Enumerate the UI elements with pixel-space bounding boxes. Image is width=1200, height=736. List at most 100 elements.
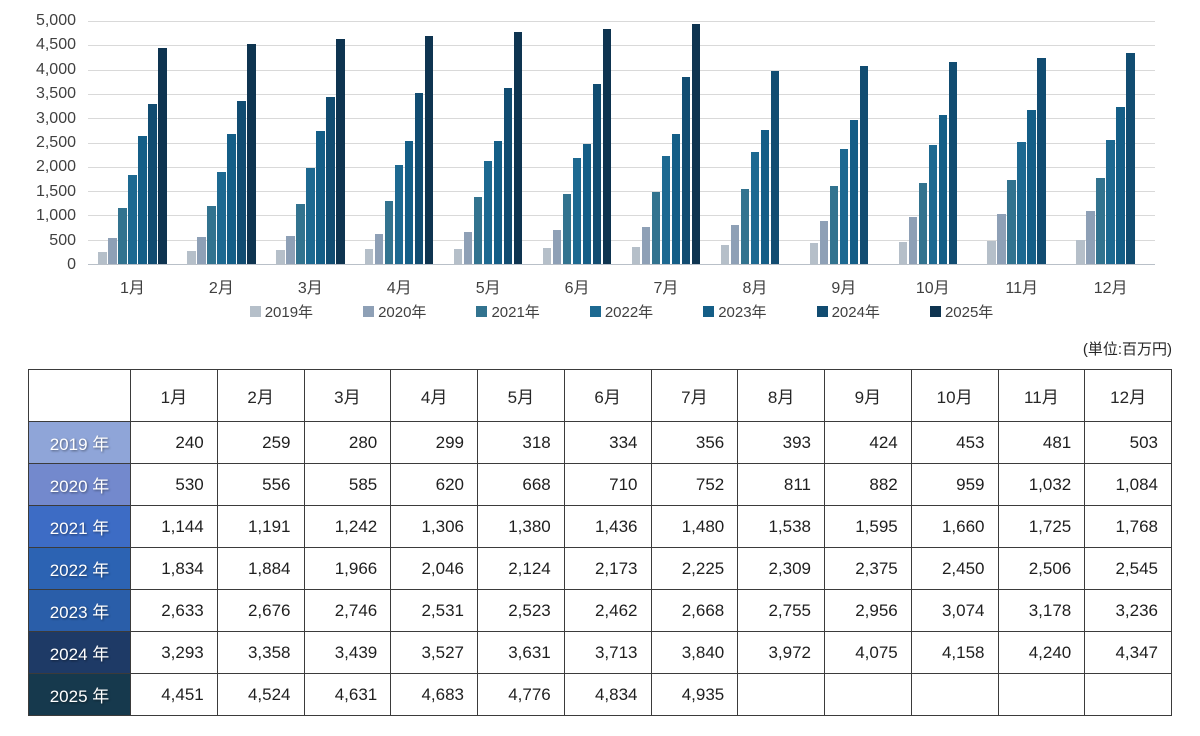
value-cell: 4,683 xyxy=(390,673,478,716)
x-tick-label: 7月 xyxy=(653,280,679,297)
value-cell: 334 xyxy=(563,421,652,464)
year-row-header: 2019 年 xyxy=(28,421,131,464)
month-header-cell: 10月 xyxy=(910,369,999,422)
value-cell: 2,375 xyxy=(824,547,912,590)
bar-groups xyxy=(88,21,1155,264)
bar-2019年-4月 xyxy=(364,249,374,264)
month-group-8月 xyxy=(710,21,799,264)
value-cell: 556 xyxy=(216,463,305,506)
value-cell: 299 xyxy=(390,421,478,464)
bar-2025年-2月 xyxy=(247,44,256,264)
month-group-1月 xyxy=(88,21,177,264)
value-cell: 2,173 xyxy=(563,547,652,590)
bar-2024年-2月 xyxy=(237,100,246,264)
x-tick-label: 2月 xyxy=(208,280,234,297)
bar-2020年-11月 xyxy=(997,213,1006,264)
bar-2020年-1月 xyxy=(108,238,117,264)
value-cell: 1,191 xyxy=(216,505,305,548)
legend-label: 2020年 xyxy=(378,304,427,321)
bar-2019年-9月 xyxy=(809,243,819,264)
table-row: 2025 年 4,451 4,524 4,631 4,683 4,776 4,834 4,93… xyxy=(28,673,1172,716)
month-header-cell: 11月 xyxy=(997,369,1086,422)
bar-2020年-6月 xyxy=(552,229,562,264)
legend-swatch xyxy=(589,306,601,317)
bar-2025年-5月 xyxy=(513,31,523,264)
bar-2023年-9月 xyxy=(849,120,859,264)
bar-2024年-12月 xyxy=(1126,52,1135,264)
value-cell: 4,631 xyxy=(303,673,392,716)
bar-2019年-10月 xyxy=(898,241,907,264)
value-cell: 4,240 xyxy=(997,631,1086,674)
bar-2020年-9月 xyxy=(819,221,829,264)
table-row: 2019 年 240 259 280 299 318 334 356 393 424 453 481 5… xyxy=(28,421,1172,464)
value-cell: 2,225 xyxy=(650,547,739,590)
month-header-cell: 1月 xyxy=(130,369,218,422)
value-cell: 668 xyxy=(477,463,565,506)
bar-2023年-5月 xyxy=(493,141,503,264)
value-cell xyxy=(910,673,999,716)
value-cell: 2,046 xyxy=(390,547,478,590)
plot-area xyxy=(88,21,1155,265)
bar-2024年-8月 xyxy=(770,70,780,264)
value-cell: 453 xyxy=(910,421,999,464)
bar-2024年-6月 xyxy=(592,83,602,264)
y-tick-label: 2,500 xyxy=(35,134,76,151)
bar-cluster xyxy=(898,21,968,264)
value-cell: 4,451 xyxy=(130,673,218,716)
bar-2023年-2月 xyxy=(227,133,236,264)
y-tick-label: 2,000 xyxy=(35,158,76,176)
legend-label: 2022年 xyxy=(604,304,654,321)
bar-2025年-7月 xyxy=(691,24,701,264)
legend-item-2021年: 2021年 xyxy=(476,301,540,322)
gridline xyxy=(88,21,1155,22)
legend-label: 2019年 xyxy=(264,304,314,321)
legend-item-2025年: 2025年 xyxy=(929,301,993,322)
bar-2020年-10月 xyxy=(908,217,917,264)
bar-2023年-1月 xyxy=(138,136,147,264)
value-cell: 3,293 xyxy=(130,631,218,674)
legend-label: 2024年 xyxy=(831,304,880,321)
value-cell: 2,676 xyxy=(216,589,305,632)
gridline xyxy=(88,166,1155,168)
bar-2025年-3月 xyxy=(336,38,345,264)
bar-2021年-7月 xyxy=(651,192,661,264)
value-cell: 585 xyxy=(303,463,392,506)
value-cell: 4,347 xyxy=(1084,631,1172,674)
value-cell: 1,768 xyxy=(1084,505,1172,548)
bar-2022年-11月 xyxy=(1017,142,1026,264)
legend-swatch xyxy=(249,306,261,317)
value-cell: 4,524 xyxy=(216,673,305,716)
bar-cluster xyxy=(276,21,345,264)
bar-2025年-4月 xyxy=(424,36,434,264)
table-row: 2024 年 3,293 3,358 3,439 3,527 3,631 3,713 3,84… xyxy=(28,631,1172,674)
bar-2021年-11月 xyxy=(1007,180,1016,264)
bar-2019年-1月 xyxy=(98,252,107,264)
bar-2021年-3月 xyxy=(296,203,305,264)
x-axis: 1月 2月 3月 4月 5月 6月 7月 8月 9月 10月 11月 12月 xyxy=(88,274,1155,298)
bar-2025年-1月 xyxy=(158,47,167,264)
table-header-row: 1月 2月 3月 4月 5月 6月 7月 8月 9月 10月 11月 12月 xyxy=(28,369,1172,422)
legend-item-2022年: 2022年 xyxy=(589,301,654,322)
year-row-header: 2022 年 xyxy=(28,547,131,590)
legend-label: 2023年 xyxy=(718,304,767,321)
month-group-2月 xyxy=(177,21,266,264)
value-cell: 4,834 xyxy=(563,673,652,716)
legend-swatch xyxy=(476,306,488,317)
bar-2020年-8月 xyxy=(730,224,740,264)
value-cell: 2,668 xyxy=(650,589,739,632)
bar-cluster xyxy=(720,21,790,264)
x-tick-label: 5月 xyxy=(475,280,501,297)
bar-2019年-6月 xyxy=(542,247,552,264)
value-cell: 2,746 xyxy=(303,589,392,632)
x-tick-label: 11月 xyxy=(1005,280,1038,297)
x-tick-label: 1月 xyxy=(120,280,145,297)
gridline xyxy=(88,191,1155,193)
bar-cluster xyxy=(98,21,167,264)
value-cell: 3,074 xyxy=(910,589,999,632)
bar-2019年-3月 xyxy=(276,250,285,264)
value-cell: 3,631 xyxy=(477,631,565,674)
month-header-cell: 9月 xyxy=(824,369,912,422)
bar-2021年-9月 xyxy=(829,186,839,264)
bar-2019年-8月 xyxy=(720,244,730,264)
